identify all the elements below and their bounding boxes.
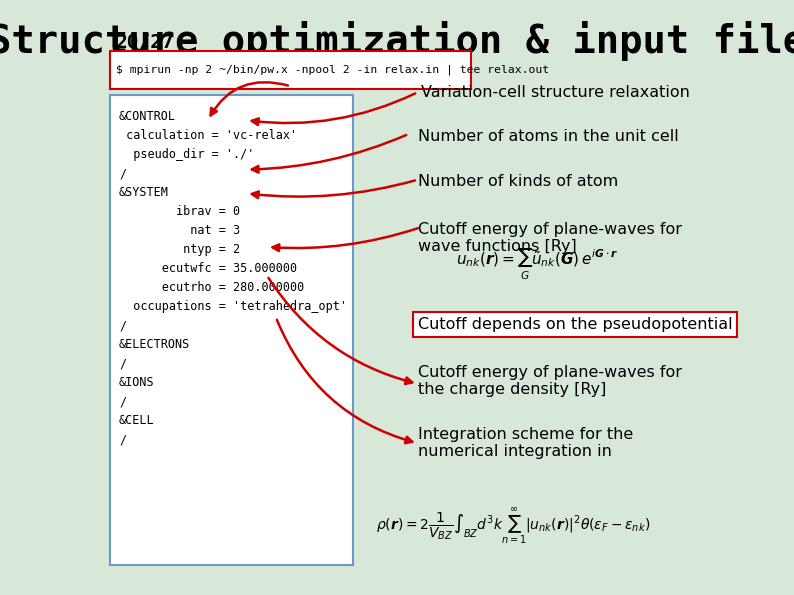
Text: Number of kinds of atom: Number of kinds of atom bbox=[418, 174, 618, 189]
Text: 20/27: 20/27 bbox=[116, 33, 175, 52]
Text: Cutoff energy of plane-waves for
wave functions [Ry]: Cutoff energy of plane-waves for wave fu… bbox=[418, 222, 682, 254]
Text: Number of atoms in the unit cell: Number of atoms in the unit cell bbox=[418, 129, 678, 145]
FancyBboxPatch shape bbox=[110, 95, 353, 565]
Text: $\rho(\boldsymbol{r}) = 2\dfrac{1}{V_{BZ}}\int_{BZ} d^3k \sum_{n=1}^{\infty} |u_: $\rho(\boldsymbol{r}) = 2\dfrac{1}{V_{BZ… bbox=[376, 507, 650, 546]
Text: Variation-cell structure relaxation: Variation-cell structure relaxation bbox=[421, 84, 689, 100]
Text: Structure optimization & input file: Structure optimization & input file bbox=[0, 21, 794, 61]
Text: Cutoff depends on the pseudopotential: Cutoff depends on the pseudopotential bbox=[418, 317, 732, 332]
Text: Integration scheme for the
numerical integration in: Integration scheme for the numerical int… bbox=[418, 427, 633, 459]
Text: $u_{nk}(\boldsymbol{r}) = \sum_{G} \tilde{u}_{nk}(\boldsymbol{G})\, e^{i\boldsym: $u_{nk}(\boldsymbol{r}) = \sum_{G} \tild… bbox=[456, 248, 619, 282]
Text: Cutoff energy of plane-waves for
the charge density [Ry]: Cutoff energy of plane-waves for the cha… bbox=[418, 365, 682, 397]
FancyBboxPatch shape bbox=[110, 51, 471, 89]
Text: &CONTROL
 calculation = 'vc-relax'
  pseudo_dir = './'
/
&SYSTEM
        ibrav =: &CONTROL calculation = 'vc-relax' pseudo… bbox=[119, 110, 347, 446]
Text: $ mpirun -np 2 ~/bin/pw.x -npool 2 -in relax.in | tee relax.out: $ mpirun -np 2 ~/bin/pw.x -npool 2 -in r… bbox=[116, 64, 549, 75]
